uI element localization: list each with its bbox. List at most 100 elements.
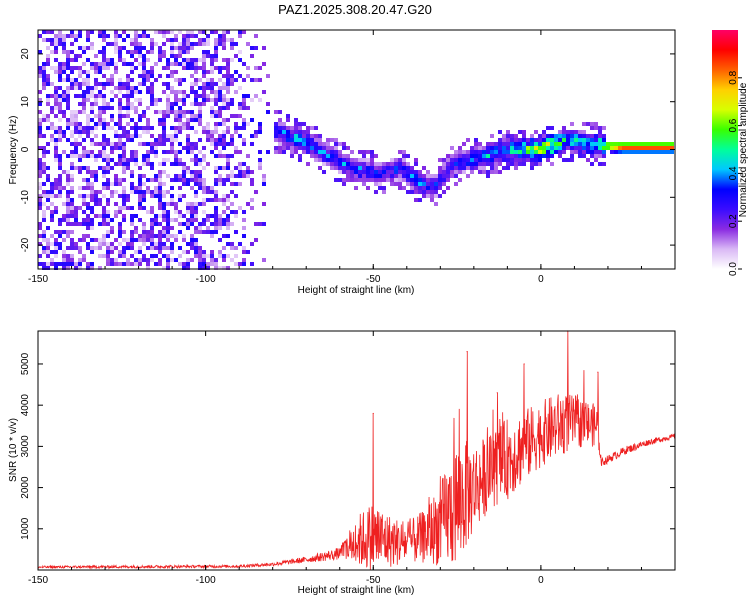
spectrogram-cell (90, 154, 94, 158)
spectrogram-cell (102, 150, 106, 154)
spectrogram-cell (322, 150, 326, 154)
spectrogram-cell (98, 122, 102, 126)
spectrogram-cell (214, 214, 218, 218)
spectrogram-cell (566, 158, 570, 162)
spectrogram-cell (334, 138, 338, 142)
spectrogram-cell (498, 138, 502, 142)
spectrogram-cell (170, 162, 174, 166)
spectrogram-cell (178, 222, 182, 226)
spectrogram-cell (562, 158, 566, 162)
spectrogram-cell (142, 198, 146, 202)
spectrogram-cell (538, 142, 542, 146)
spectrogram-cell (38, 110, 42, 114)
spectrogram-cell (142, 174, 146, 178)
spectrogram-cell (438, 170, 442, 174)
spectrogram-cell (386, 166, 390, 170)
spectrogram-cell (470, 158, 474, 162)
spectrogram-cell (134, 66, 138, 70)
spectrogram-cell (206, 78, 210, 82)
spectrogram-cell (238, 262, 242, 266)
spectrogram-cell (310, 138, 314, 142)
spectrogram-cell (438, 186, 442, 190)
spectrogram-cell (302, 138, 306, 142)
spectrogram-cell (590, 162, 594, 166)
spectrogram-cell (182, 146, 186, 150)
spectrogram-cell (198, 122, 202, 126)
spectrogram-cell (182, 102, 186, 106)
spectrogram-cell (62, 66, 66, 70)
spectrogram-cell (82, 50, 86, 54)
spectrogram-cell (70, 222, 74, 226)
spectrogram-cell (474, 166, 478, 170)
spectrogram-cell (222, 246, 226, 250)
spectrogram-cell (446, 154, 450, 158)
spectrogram-cell (118, 46, 122, 50)
spectrogram-cell (186, 110, 190, 114)
spectrogram-cell (498, 170, 502, 174)
spectrogram-cell (122, 214, 126, 218)
spectrogram-cell (74, 150, 78, 154)
spectrogram-cell (62, 114, 66, 118)
spectrogram-cell (450, 174, 454, 178)
spectrogram-cell (86, 226, 90, 230)
spectrogram-cell (142, 82, 146, 86)
spectrogram-y-axis-label: Frequency (Hz) (8, 116, 19, 185)
spectrogram-cell (110, 250, 114, 254)
spectrogram-cell (74, 54, 78, 58)
spectrogram-cell (110, 158, 114, 162)
spectrogram-cell (162, 138, 166, 142)
spectrogram-cell (102, 126, 106, 130)
spectrogram-cell (218, 66, 222, 70)
spectrogram-cell (202, 50, 206, 54)
spectrogram-cell (70, 70, 74, 74)
spectrogram-cell (58, 246, 62, 250)
spectrogram-cell (246, 122, 250, 126)
spectrogram-cell (178, 198, 182, 202)
spectrogram-cell (182, 58, 186, 62)
spectrogram-cell (50, 190, 54, 194)
spectrogram-cell (498, 130, 502, 134)
spectrogram-cell (122, 94, 126, 98)
spectrogram-cell (442, 182, 446, 186)
spectrogram-cell (278, 130, 282, 134)
spectrogram-cell (126, 206, 130, 210)
spectrogram-cell (146, 90, 150, 94)
spectrogram-cell (90, 90, 94, 94)
spectrogram-cell (494, 146, 498, 150)
spectrogram-cell (82, 46, 86, 50)
spectrogram-cell (82, 150, 86, 154)
spectrogram-cell (58, 118, 62, 122)
spectrogram-cell (526, 150, 530, 154)
spectrogram-cell (186, 266, 190, 270)
spectrogram-cell (342, 142, 346, 146)
spectrogram-cell (122, 198, 126, 202)
spectrogram-cell (638, 146, 642, 150)
spectrogram-cell (162, 242, 166, 246)
spectrogram-cell (230, 98, 234, 102)
spectrogram-cell (98, 90, 102, 94)
spectrogram-cell (106, 250, 110, 254)
spectrogram-cell (138, 202, 142, 206)
spectrogram-cell (454, 182, 458, 186)
spectrogram-cell (162, 130, 166, 134)
spectrogram-cell (106, 258, 110, 262)
spectrogram-cell (162, 66, 166, 70)
spectrogram-cell (222, 82, 226, 86)
spectrogram-cell (78, 82, 82, 86)
spectrogram-cell (118, 98, 122, 102)
spectrogram-cell (602, 154, 606, 158)
spectrogram-cell (506, 158, 510, 162)
spectrogram-cell (298, 138, 302, 142)
spectrogram-cell (218, 98, 222, 102)
spectrogram-cell (486, 162, 490, 166)
spectrogram-cell (230, 190, 234, 194)
spectrogram-cell (362, 158, 366, 162)
spectrogram-cell (46, 266, 50, 270)
spectrogram-cell (174, 46, 178, 50)
spectrogram-cell (102, 118, 106, 122)
spectrogram-cell (90, 182, 94, 186)
spectrogram-cell (54, 150, 58, 154)
spectrogram-cell (362, 170, 366, 174)
spectrogram-cell (90, 222, 94, 226)
spectrogram-cell (606, 146, 610, 150)
